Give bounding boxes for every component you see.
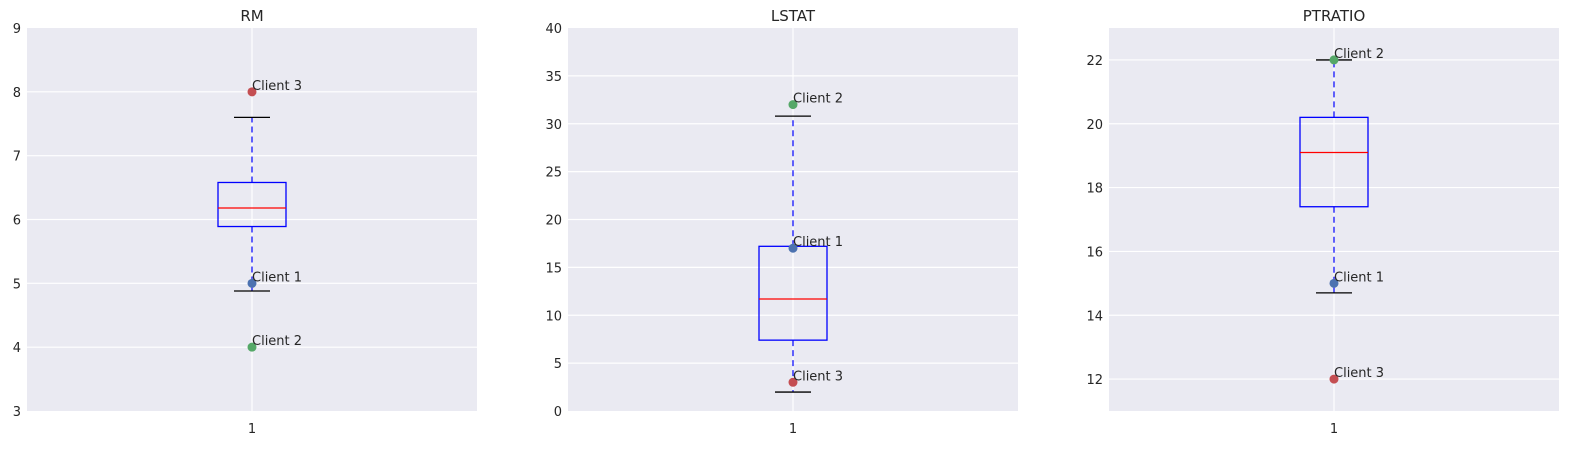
- y-tick-label: 22: [1086, 54, 1103, 69]
- y-tick-label: 20: [545, 214, 562, 229]
- subplot-title: LSTAT: [771, 7, 816, 25]
- x-tick-label: 1: [789, 422, 797, 437]
- client-label: Client 2: [793, 92, 843, 107]
- subplot-lstat: 0 5 10 15 20 25 30 35 40 1 LSTAT Client 1 Client 2 Cl…: [545, 7, 1018, 437]
- client-label: Client 1: [1334, 270, 1384, 285]
- subplot-rm: 3 4 5 6 7 8 9 1 RM Client 1 Client 2 Client 3: [13, 7, 477, 437]
- subplot-title: RM: [240, 7, 263, 25]
- client-point: [247, 87, 257, 97]
- subplot-title: PTRATIO: [1303, 7, 1366, 25]
- client-point: [247, 342, 257, 352]
- y-tick-label: 14: [1086, 309, 1103, 324]
- x-tick-label: 1: [248, 422, 256, 437]
- y-tick-label: 6: [13, 214, 21, 229]
- client-point: [788, 377, 798, 387]
- y-tick-label: 15: [545, 261, 562, 276]
- y-tick-label: 30: [545, 118, 562, 133]
- client-point: [1329, 278, 1339, 288]
- client-label: Client 3: [793, 369, 843, 384]
- client-label: Client 1: [793, 235, 843, 250]
- x-tick-label: 1: [1330, 422, 1338, 437]
- client-point: [788, 100, 798, 110]
- y-tick-label: 4: [13, 341, 21, 356]
- y-tick-label: 9: [13, 22, 21, 37]
- y-tick-label: 40: [545, 22, 562, 37]
- client-point: [788, 243, 798, 253]
- client-label: Client 3: [1334, 366, 1384, 381]
- y-tick-label: 0: [554, 405, 562, 420]
- client-point: [1329, 55, 1339, 65]
- y-tick-label: 5: [13, 277, 21, 292]
- y-tick-label: 12: [1086, 373, 1103, 388]
- iqr-box: [217, 181, 287, 228]
- iqr-box: [1299, 116, 1369, 208]
- client-point: [247, 278, 257, 288]
- y-tick-label: 5: [554, 357, 562, 372]
- y-tick-label: 8: [13, 86, 21, 101]
- client-label: Client 2: [1334, 47, 1384, 62]
- y-tick-label: 10: [545, 309, 562, 324]
- client-label: Client 2: [252, 334, 302, 349]
- y-tick-label: 25: [545, 166, 562, 181]
- y-tick-label: 18: [1086, 182, 1103, 197]
- y-tick-label: 7: [13, 150, 21, 165]
- client-label: Client 3: [252, 79, 302, 94]
- y-tick-label: 16: [1086, 245, 1103, 260]
- client-point: [1329, 374, 1339, 384]
- client-label: Client 1: [252, 270, 302, 285]
- y-tick-label: 35: [545, 70, 562, 85]
- subplot-ptratio: 12 14 16 18 20 22 1 PTRATIO Client 1 Client 2 Clie…: [1086, 7, 1559, 437]
- y-tick-label: 20: [1086, 118, 1103, 133]
- y-tick-label: 3: [13, 405, 21, 420]
